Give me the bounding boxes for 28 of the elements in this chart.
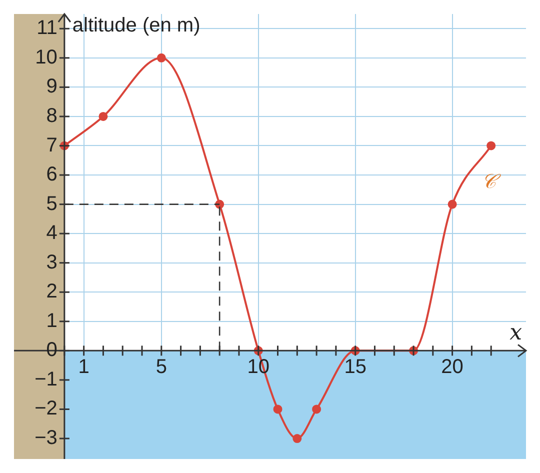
- y-tick-label: 6: [46, 164, 58, 186]
- y-axis-title: altitude (en m): [72, 14, 200, 37]
- point: [156, 53, 166, 62]
- x-tick-label: 15: [344, 356, 366, 378]
- y-tick-label: 11: [36, 17, 58, 40]
- x-tick-label: 5: [156, 356, 167, 378]
- point: [98, 112, 108, 121]
- y-tick-label: 3: [46, 251, 58, 274]
- x-tick-label: 1: [78, 356, 90, 378]
- y-tick-label: 10: [35, 46, 58, 68]
- y-tick-label: 2: [46, 280, 58, 303]
- y-tick-label: 5: [46, 192, 58, 215]
- y-tick-label: 7: [46, 134, 58, 156]
- point: [312, 404, 322, 414]
- y-tick-label: −1: [34, 368, 58, 390]
- point: [448, 200, 457, 209]
- series-label: 𝒞: [482, 169, 502, 194]
- y-tick-label: 4: [46, 222, 58, 244]
- y-tick-label: 1: [46, 310, 58, 332]
- y-tick-label: 9: [46, 76, 58, 98]
- point: [273, 404, 282, 414]
- x-axis-title: x: [510, 320, 523, 346]
- y-tick-label: −2: [34, 398, 58, 420]
- point: [486, 141, 496, 150]
- x-tick-label: 20: [441, 356, 464, 378]
- y-tick-label: 8: [46, 104, 58, 127]
- y-tick-label: −3: [34, 427, 58, 450]
- point: [292, 434, 302, 444]
